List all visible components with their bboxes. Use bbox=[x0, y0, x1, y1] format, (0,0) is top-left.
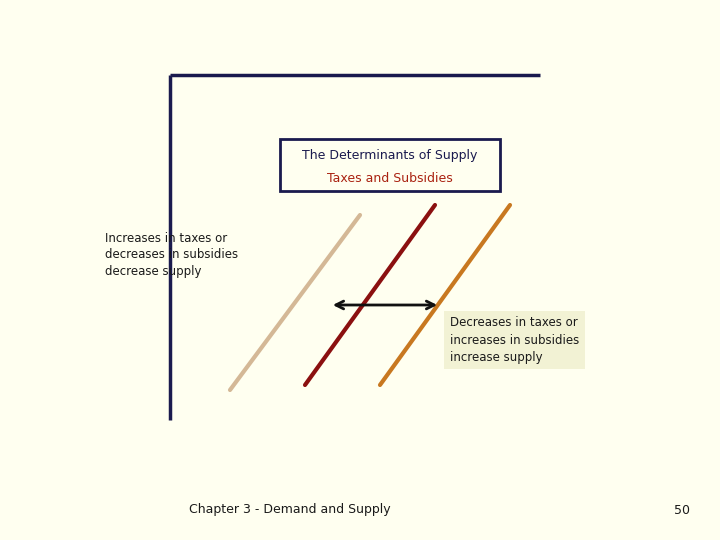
Text: 50: 50 bbox=[674, 503, 690, 516]
Text: Decreases in taxes or
increases in subsidies
increase supply: Decreases in taxes or increases in subsi… bbox=[450, 316, 580, 363]
Text: Taxes and Subsidies: Taxes and Subsidies bbox=[327, 172, 453, 185]
Text: Increases in taxes or
decreases in subsidies
decrease supply: Increases in taxes or decreases in subsi… bbox=[105, 232, 238, 279]
Text: Chapter 3 - Demand and Supply: Chapter 3 - Demand and Supply bbox=[189, 503, 391, 516]
Text: The Determinants of Supply: The Determinants of Supply bbox=[302, 148, 477, 161]
FancyBboxPatch shape bbox=[280, 139, 500, 191]
